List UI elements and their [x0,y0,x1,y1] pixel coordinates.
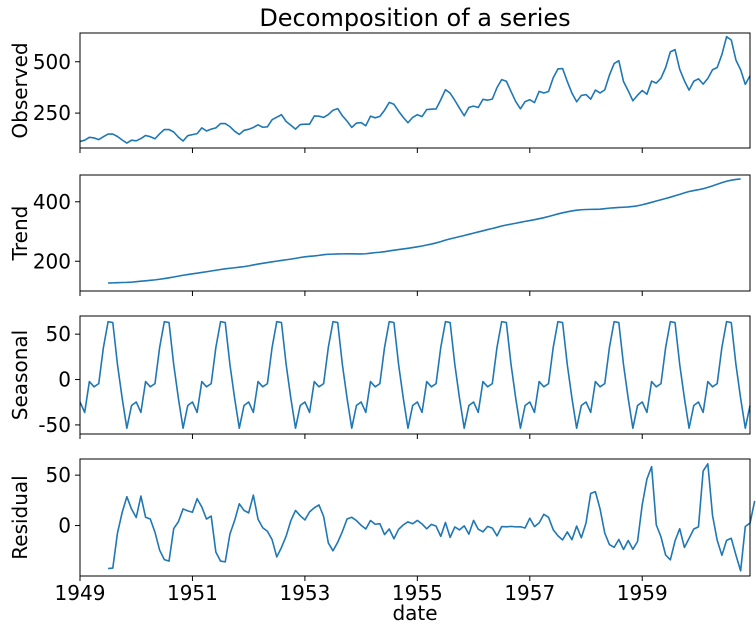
x-tick-label: 1959 [617,581,668,605]
observed-y-tick-label: 250 [33,101,71,125]
observed-axes-frame [79,32,751,149]
chart-title: Decomposition of a series [259,4,570,32]
trend-y-axis-label: Trend [8,206,32,262]
seasonal-series-line [79,320,751,429]
residual-y-tick-label: 0 [58,514,71,538]
trend-axes-frame [79,174,751,292]
trend-y-tick-label: 200 [33,249,71,273]
residual-y-axis-label: Residual [8,475,32,559]
x-tick-label: 1957 [504,581,555,605]
residual-axes-frame [79,458,751,577]
x-tick-label: 1949 [55,581,106,605]
trend-series-line [108,178,741,284]
residual-y-tick-label: 50 [46,463,71,487]
x-tick-label: 1953 [279,581,330,605]
observed-y-tick-label: 500 [33,50,71,74]
observed-y-axis-label: Observed [8,42,32,138]
x-tick-label: 1955 [392,581,443,605]
residual-series-line [108,463,756,572]
x-tick-label: 1951 [167,581,218,605]
observed-series-line [79,35,751,144]
x-axis-label: date [392,601,437,625]
seasonal-axes-frame [79,315,751,435]
seasonal-y-axis-label: Seasonal [8,330,32,420]
seasonal-y-tick-label: 50 [46,322,71,346]
seasonal-y-tick-label: -50 [38,413,71,437]
seasonal-y-tick-label: 0 [58,368,71,392]
trend-y-tick-label: 400 [33,190,71,214]
